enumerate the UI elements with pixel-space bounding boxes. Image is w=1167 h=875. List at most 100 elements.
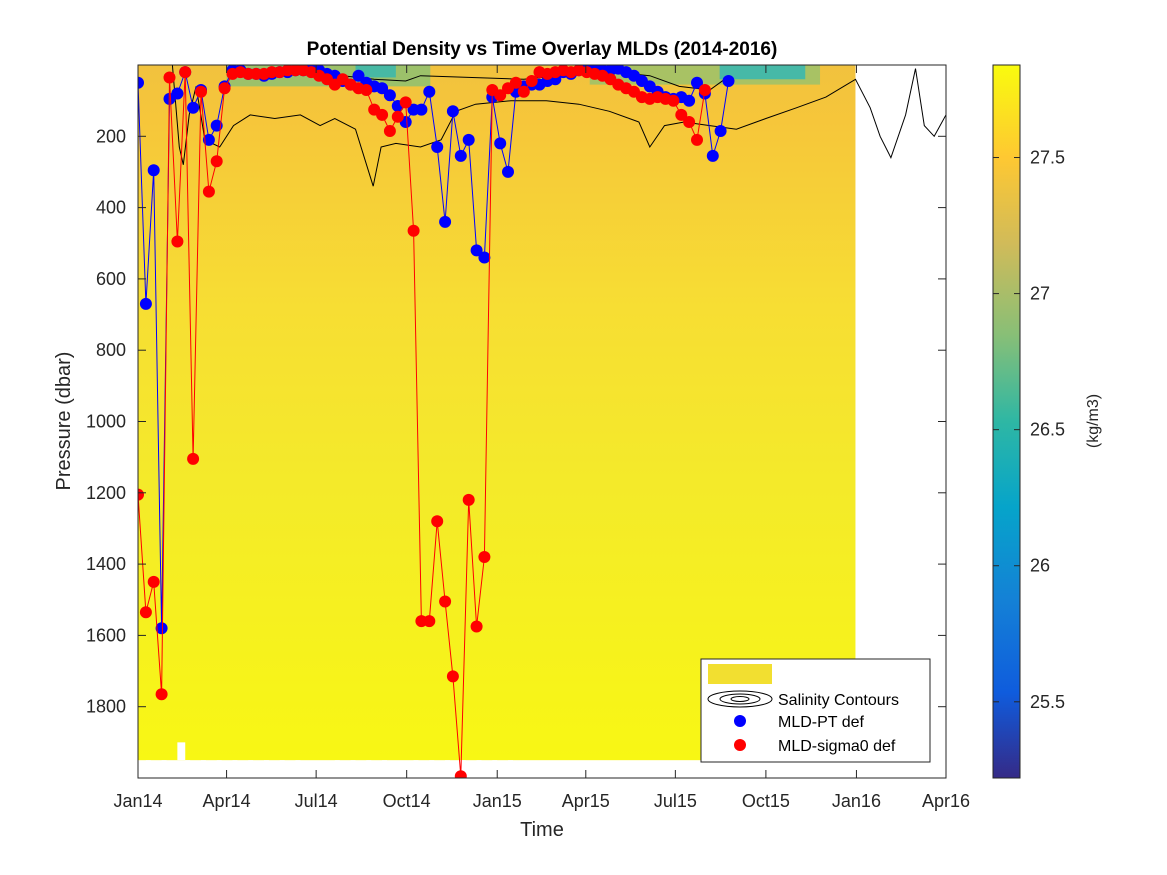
density-field bbox=[138, 65, 856, 778]
legend-contour-label: Salinity Contours bbox=[778, 692, 899, 709]
data-point-pt bbox=[502, 165, 514, 178]
y-tick-label: 1200 bbox=[86, 483, 126, 503]
y-tick-label: 800 bbox=[96, 340, 126, 360]
data-point-pt bbox=[722, 75, 735, 87]
data-point-pt bbox=[439, 215, 452, 228]
x-tick-label: Jan15 bbox=[473, 791, 522, 811]
data-point-sigma0 bbox=[139, 606, 152, 619]
data-point-pt bbox=[383, 89, 396, 102]
y-axis-label: Pressure (dbar) bbox=[53, 352, 75, 491]
chart-title: Potential Density vs Time Overlay MLDs (… bbox=[307, 39, 778, 60]
x-tick-label: Jul15 bbox=[654, 791, 697, 811]
x-tick-label: Oct14 bbox=[383, 791, 431, 811]
data-point-pt bbox=[155, 622, 168, 635]
legend-sigma0-label: MLD-sigma0 def bbox=[778, 738, 896, 755]
colorbar-tick-label: 27 bbox=[1030, 284, 1050, 304]
x-tick-label: Jan14 bbox=[113, 791, 162, 811]
data-point-pt bbox=[415, 103, 428, 116]
legend-pt-label: MLD-PT def bbox=[778, 714, 865, 731]
data-point-sigma0 bbox=[683, 116, 696, 128]
colorbar-tick-label: 27.5 bbox=[1030, 148, 1065, 168]
data-point-pt bbox=[202, 133, 215, 146]
data-point-pt bbox=[494, 137, 507, 150]
data-point-sigma0 bbox=[210, 155, 223, 168]
data-point-pt bbox=[187, 101, 200, 114]
data-point-sigma0 bbox=[454, 770, 467, 778]
colorbar: 25.5 26 26.5 27 27.5 (kg/m3) bbox=[992, 64, 1102, 779]
legend-pt-marker bbox=[734, 715, 746, 727]
data-point-pt bbox=[446, 105, 459, 118]
data-point-sigma0 bbox=[525, 75, 538, 87]
data-point-pt bbox=[454, 149, 467, 162]
data-point-sigma0 bbox=[517, 85, 530, 98]
data-point-pt bbox=[462, 133, 475, 146]
data-point-sigma0 bbox=[446, 670, 459, 683]
data-point-sigma0 bbox=[478, 551, 491, 563]
data-point-pt bbox=[147, 164, 160, 177]
data-point-pt bbox=[691, 76, 703, 89]
y-tick-label: 400 bbox=[96, 198, 126, 218]
x-axis-label: Time bbox=[520, 819, 564, 841]
data-point-sigma0 bbox=[187, 452, 200, 465]
data-point-sigma0 bbox=[470, 620, 483, 633]
data-point-pt bbox=[683, 94, 696, 107]
y-tick-label: 1800 bbox=[86, 697, 126, 717]
legend-contour-symbol bbox=[707, 690, 773, 708]
data-point-sigma0 bbox=[698, 84, 711, 96]
data-point-pt bbox=[423, 85, 436, 98]
data-point-sigma0 bbox=[391, 110, 404, 123]
data-point-sigma0 bbox=[202, 185, 215, 198]
x-tick-label: Jan16 bbox=[832, 791, 881, 811]
legend-density-swatch bbox=[708, 664, 772, 684]
legend-sigma0-marker bbox=[734, 739, 746, 751]
x-tick-label: Apr14 bbox=[203, 791, 251, 811]
y-tick-label: 200 bbox=[96, 126, 126, 146]
data-point-sigma0 bbox=[155, 688, 168, 701]
data-point-sigma0 bbox=[138, 488, 144, 501]
x-tick-label: Apr16 bbox=[922, 791, 970, 811]
legend: Salinity Contours MLD-PT def MLD-sigma0 … bbox=[700, 658, 931, 763]
x-tick-label: Apr15 bbox=[562, 791, 610, 811]
data-point-sigma0 bbox=[423, 615, 436, 628]
y-tick-label: 600 bbox=[96, 269, 126, 289]
colorbar-gradient bbox=[992, 64, 1021, 779]
data-point-sigma0 bbox=[675, 108, 688, 121]
data-point-pt bbox=[171, 87, 184, 100]
data-point-sigma0 bbox=[431, 515, 444, 528]
data-point-sigma0 bbox=[462, 493, 475, 506]
colorbar-tick-label: 26.5 bbox=[1030, 420, 1065, 440]
y-tick-label: 1400 bbox=[86, 554, 126, 574]
data-point-pt bbox=[139, 297, 152, 310]
x-tick-label: Oct15 bbox=[742, 791, 790, 811]
data-point-sigma0 bbox=[691, 133, 703, 146]
colorbar-label: (kg/m3) bbox=[1085, 394, 1102, 448]
data-point-pt bbox=[714, 125, 727, 137]
data-point-sigma0 bbox=[147, 575, 160, 588]
data-point-sigma0 bbox=[179, 66, 192, 79]
data-point-sigma0 bbox=[195, 85, 207, 98]
data-point-sigma0 bbox=[509, 76, 522, 89]
y-tick-label: 1000 bbox=[86, 412, 126, 432]
data-point-pt bbox=[352, 69, 365, 82]
y-tick-label: 1600 bbox=[86, 625, 126, 645]
x-tick-label: Jul14 bbox=[295, 791, 338, 811]
data-point-pt bbox=[706, 149, 719, 162]
data-point-pt bbox=[376, 82, 389, 95]
data-point-pt bbox=[470, 244, 483, 257]
colorbar-tick-label: 25.5 bbox=[1030, 692, 1065, 712]
data-point-sigma0 bbox=[399, 96, 412, 109]
data-point-sigma0 bbox=[667, 94, 680, 107]
data-point-sigma0 bbox=[163, 71, 176, 84]
data-point-pt bbox=[210, 119, 223, 132]
data-point-sigma0 bbox=[171, 235, 184, 248]
data-point-pt bbox=[478, 251, 491, 264]
data-point-pt bbox=[138, 76, 144, 89]
data-point-sigma0 bbox=[376, 108, 389, 121]
data-point-sigma0 bbox=[494, 89, 507, 102]
data-point-pt bbox=[431, 141, 444, 153]
colorbar-tick-label: 26 bbox=[1030, 556, 1050, 576]
data-point-sigma0 bbox=[407, 224, 420, 237]
data-point-sigma0 bbox=[439, 595, 452, 608]
data-point-sigma0 bbox=[360, 84, 373, 96]
